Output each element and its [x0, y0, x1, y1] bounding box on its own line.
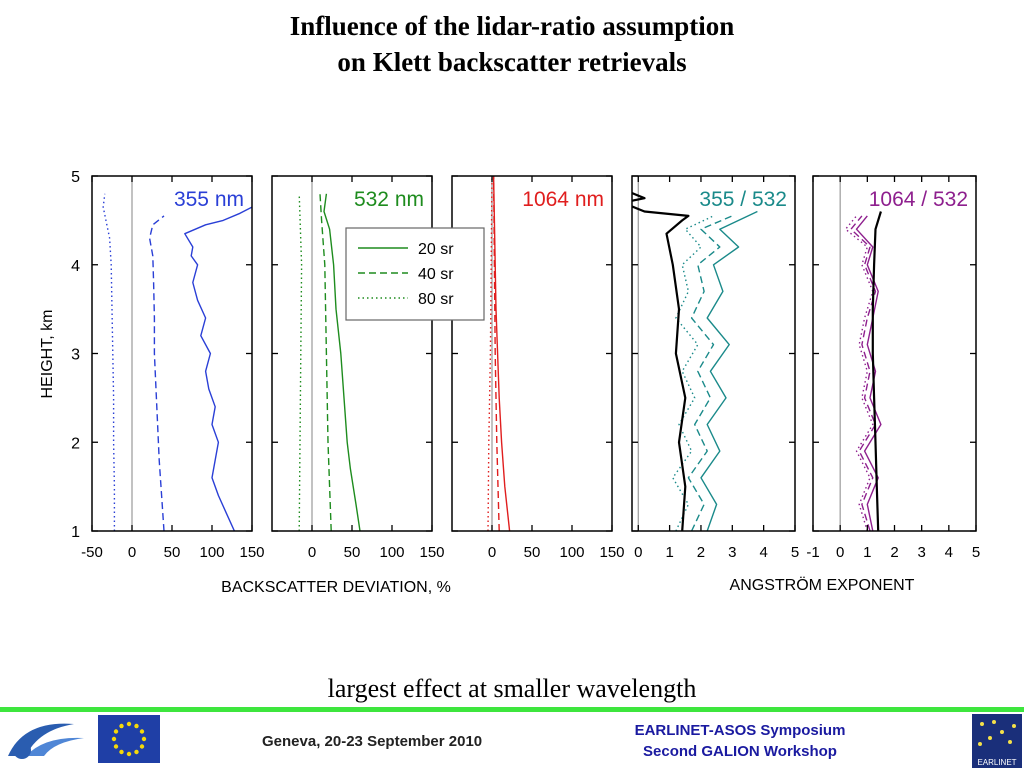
panel-label: 355 nm	[174, 188, 244, 211]
x-tick-label: 1	[665, 544, 673, 561]
x-axis-label-right: ANGSTRÖM EXPONENT	[730, 576, 915, 594]
slide-title: Influence of the lidar-ratio assumption …	[0, 8, 1024, 80]
legend-box	[345, 227, 485, 321]
series-line-80-sr	[102, 193, 116, 531]
x-tick-label: 0	[836, 544, 844, 561]
slide-subtitle: largest effect at smaller wavelength	[327, 674, 697, 703]
y-axis-label: HEIGHT, km	[39, 310, 56, 399]
eu-star-icon	[113, 729, 119, 734]
eu-star-icon	[113, 744, 119, 749]
footer-event-line-1: EARLINET-ASOS Symposium	[634, 722, 846, 739]
x-axis-label-left: BACKSCATTER DEVIATION, %	[221, 579, 451, 596]
x-tick-label: -50	[81, 544, 103, 561]
x-tick-label: 2	[697, 544, 705, 561]
y-tick-label: 5	[71, 169, 80, 186]
series-group	[844, 211, 882, 531]
footer-event-line-2: Second GALION Workshop	[643, 743, 837, 760]
series-line-80-sr	[298, 193, 303, 531]
panel-p532: 0 50 100 150 532 nm	[271, 175, 445, 561]
legend-entry-label: 20 sr	[418, 241, 454, 258]
series-line-80-sr	[672, 215, 714, 531]
panel-p355: -50 0 50 100 150 355 nm	[81, 175, 265, 561]
earlinet-logo-text: EARLINET	[977, 758, 1017, 767]
x-tick-label: 100	[379, 544, 404, 561]
legend-entry-label: 40 sr	[418, 266, 454, 283]
footer-event: EARLINET-ASOS Symposium Second GALION Wo…	[600, 720, 880, 762]
series-group	[102, 193, 252, 531]
x-tick-label: 150	[599, 544, 624, 561]
y-tick-label: 2	[71, 435, 80, 452]
series-line-80-sr	[487, 176, 493, 531]
eu-star-icon	[119, 749, 124, 755]
x-tick-label: 150	[419, 544, 444, 561]
y-tick-label: 1	[71, 524, 80, 541]
series-line-40-sr	[850, 215, 877, 531]
eu-star-icon	[139, 729, 145, 734]
panel-p1064_532: -1 0 1 2 3 4 5 1064 / 532	[806, 175, 980, 561]
panel-frame	[812, 175, 977, 532]
eu-star-icon	[139, 744, 145, 749]
series-group	[487, 176, 511, 531]
eu-star-icon	[126, 751, 132, 757]
x-tick-label: 100	[199, 544, 224, 561]
series-group	[298, 193, 361, 531]
panel-label: 532 nm	[354, 188, 424, 211]
title-line-1: Influence of the lidar-ratio assumption	[289, 11, 735, 41]
footer-divider	[0, 707, 1024, 712]
esa-logo	[8, 723, 84, 759]
eu-star-icon	[111, 736, 117, 742]
eu-star-icon	[134, 749, 139, 755]
eu-star-icon	[126, 721, 132, 727]
x-tick-label: 4	[759, 544, 767, 561]
eu-star-icon	[119, 723, 124, 729]
panel-label: 355 / 532	[699, 188, 787, 211]
series-line-80-sr	[844, 215, 874, 531]
eu-star-icon	[134, 723, 139, 729]
series-group	[632, 191, 758, 531]
panel-frame	[631, 175, 796, 532]
title-line-2: on Klett backscatter retrievals	[337, 47, 687, 77]
series-line-40-sr	[492, 176, 500, 531]
x-tick-label: 0	[488, 544, 496, 561]
series-line-40-sr	[148, 215, 165, 531]
series-line-20-sr	[184, 206, 252, 531]
series-line-reference	[632, 191, 690, 531]
x-tick-label: 1	[863, 544, 871, 561]
x-tick-label: 150	[239, 544, 264, 561]
series-line-reference	[871, 211, 882, 531]
y-tick-label: 4	[71, 258, 80, 275]
x-tick-label: 50	[344, 544, 361, 561]
legend-entry-label: 80 sr	[418, 291, 454, 308]
series-line-40-sr	[687, 215, 733, 531]
earlinet-logo: EARLINET	[972, 714, 1022, 768]
eu-star-icon	[141, 736, 147, 742]
panel-label: 1064 nm	[522, 188, 604, 211]
series-line-20-sr	[492, 176, 511, 531]
x-tick-label: 3	[728, 544, 736, 561]
series-line-20-sr	[700, 210, 758, 531]
panel-p1064: 0 50 100 150 1064 nm	[451, 175, 625, 561]
panel-p355_532: 0 1 2 3 4 5 355 / 532	[631, 175, 799, 561]
footer-place-date: Geneva, 20-23 September 2010	[262, 733, 483, 750]
x-tick-label: 0	[634, 544, 642, 561]
x-tick-label: 5	[791, 544, 799, 561]
y-tick-label: 3	[71, 347, 80, 364]
x-tick-label: 0	[308, 544, 316, 561]
panel-label: 1064 / 532	[869, 188, 968, 211]
x-tick-label: 100	[559, 544, 584, 561]
series-line-20-sr	[323, 193, 361, 531]
series-line-40-sr	[319, 193, 332, 531]
legend: 20 sr 40 sr 80 sr	[345, 227, 485, 321]
x-tick-label: 4	[945, 544, 953, 561]
x-tick-label: 5	[972, 544, 980, 561]
x-tick-label: 0	[128, 544, 136, 561]
panel-frame	[91, 175, 253, 532]
x-tick-label: 3	[917, 544, 925, 561]
eu-flag-logo	[98, 715, 160, 763]
x-tick-label: 2	[890, 544, 898, 561]
x-tick-label: 50	[524, 544, 541, 561]
x-tick-label: -1	[806, 544, 819, 561]
x-tick-label: 50	[164, 544, 181, 561]
